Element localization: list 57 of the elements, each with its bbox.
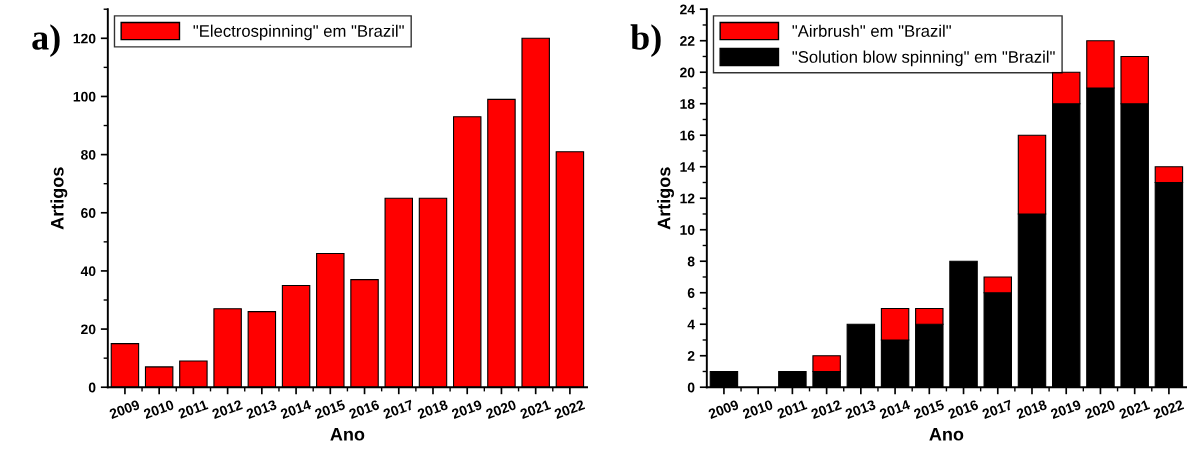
legend-label: "Electrospinning" em "Brazil" <box>193 24 404 41</box>
x-tick-label: 2018 <box>1015 399 1048 420</box>
y-tick-label: 6 <box>687 288 695 298</box>
legend-label: "Airbrush" em "Brazil" <box>792 24 951 37</box>
x-tick-label: 2021 <box>1118 399 1151 420</box>
y-tick-label: 12 <box>680 193 695 204</box>
x-axis-title: Ano <box>929 428 964 441</box>
x-tick-label: 2014 <box>279 399 312 420</box>
y-tick-label: 20 <box>81 324 96 335</box>
y-axis-title: Artigos <box>657 167 675 230</box>
x-tick-label: 2019 <box>1050 399 1082 420</box>
x-tick-label: 2019 <box>451 399 483 420</box>
y-tick-label: 8 <box>687 256 695 267</box>
x-tick-label: 2013 <box>844 399 877 420</box>
y-tick-label: 16 <box>680 130 695 141</box>
x-tick-label: 2016 <box>947 399 979 420</box>
x-tick-label: 2016 <box>348 399 380 420</box>
x-tick-label: 2018 <box>416 399 449 420</box>
x-tick-label: 2020 <box>1084 399 1116 420</box>
y-tick-label: 60 <box>81 208 96 218</box>
x-tick-label: 2017 <box>382 399 414 420</box>
chart-title: b) <box>630 24 661 58</box>
x-tick-label: 2012 <box>211 399 243 420</box>
x-tick-label: 2017 <box>981 399 1013 420</box>
y-tick-label: 14 <box>680 162 695 172</box>
x-axis-title: Ano <box>330 428 365 441</box>
y-tick-label: 0 <box>88 382 96 393</box>
y-tick-label: 10 <box>680 225 695 235</box>
x-tick-label: 2009 <box>707 399 740 420</box>
x-tick-label: 2010 <box>742 399 774 420</box>
y-tick-label: 40 <box>80 266 96 277</box>
x-tick-label: 2022 <box>553 399 586 420</box>
x-tick-label: 2015 <box>314 399 346 420</box>
y-tick-label: 0 <box>687 382 695 393</box>
x-tick-label: 2022 <box>1152 399 1185 420</box>
chart-title: a) <box>32 24 60 58</box>
legend-label: "Solution blow spinning" em "Brazil" <box>792 50 1055 67</box>
y-tick-label: 24 <box>680 4 695 15</box>
y-tick-label: 20 <box>680 67 695 78</box>
y-tick-label: 100 <box>73 91 96 102</box>
y-tick-label: 120 <box>73 33 96 44</box>
y-tick-label: 4 <box>687 319 695 330</box>
x-tick-label: 2012 <box>810 399 842 420</box>
y-tick-label: 2 <box>687 351 695 361</box>
x-tick-label: 2020 <box>485 399 517 420</box>
x-tick-label: 2010 <box>143 399 175 420</box>
x-tick-label: 2015 <box>913 399 945 420</box>
y-tick-label: 22 <box>680 36 695 46</box>
x-tick-label: 2011 <box>776 399 808 419</box>
x-tick-label: 2009 <box>108 399 141 420</box>
x-tick-label: 2013 <box>245 399 278 420</box>
y-tick-label: 80 <box>81 149 96 160</box>
y-tick-label: 18 <box>680 99 695 109</box>
x-tick-label: 2021 <box>519 399 552 420</box>
x-tick-label: 2014 <box>878 399 911 420</box>
x-tick-label: 2011 <box>177 399 209 419</box>
y-axis-title: Artigos <box>50 167 68 230</box>
